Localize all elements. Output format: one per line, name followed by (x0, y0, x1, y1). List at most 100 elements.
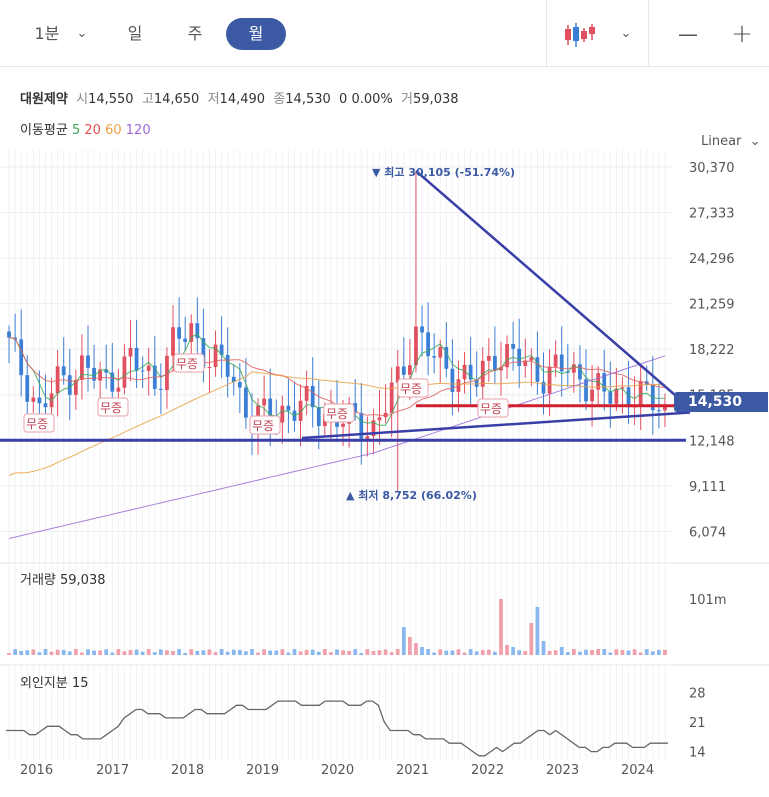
volume-bar (183, 652, 188, 655)
ma-60: 60 (105, 123, 122, 138)
chevron-down-icon: ⌄ (745, 134, 761, 149)
volume-bar (517, 650, 522, 655)
event-label: 무증 (100, 401, 122, 415)
candle-body (231, 376, 236, 383)
volume-bar (310, 649, 315, 655)
volume-bar (657, 649, 661, 655)
zoom-out-button[interactable]: — (678, 22, 698, 46)
candle-body (98, 369, 103, 381)
change-value: 0 (339, 92, 348, 107)
foreign-ownership-line (6, 700, 668, 757)
volume-bar (547, 650, 552, 655)
candle-body (25, 375, 30, 402)
candle-body (134, 347, 139, 371)
x-tick-label: 2018 (171, 763, 204, 778)
tab-day[interactable]: 일 (127, 24, 143, 43)
volume-bar (553, 650, 558, 655)
volume-bar (86, 649, 90, 655)
volume-bar (225, 651, 230, 655)
candle-body (116, 387, 121, 392)
event-label: 무증 (176, 357, 198, 371)
candle-body (225, 354, 230, 377)
volume-bar (450, 650, 455, 655)
chart-type-chevron-icon[interactable]: ⌄ (620, 26, 632, 41)
zoom-in-button[interactable]: + (731, 19, 753, 49)
volume-bar (49, 651, 54, 655)
volume-bar (231, 649, 236, 655)
volume-bar (650, 651, 655, 655)
y-tick-label: 21,259 (689, 298, 735, 313)
period-select[interactable]: 1분 (34, 24, 60, 43)
volume-bar (377, 650, 382, 655)
candlestick-icon[interactable] (564, 22, 596, 48)
volume-bar (462, 652, 467, 655)
volume-bar (140, 651, 145, 655)
resistance-trendline (415, 169, 691, 409)
event-label-box (23, 413, 55, 433)
candle-body (486, 355, 491, 361)
event-label-box (97, 397, 129, 417)
volume-bar (565, 652, 570, 655)
high-annotation: ▼ 최고 30,105 (-51.74%) (372, 165, 515, 179)
candle-body (474, 379, 479, 387)
event-label: 무증 (480, 402, 502, 416)
candle-body (584, 379, 588, 402)
ma-5: 5 (71, 123, 81, 138)
candle-body (61, 366, 66, 376)
volume-bar (438, 649, 443, 655)
volume-bar (511, 647, 516, 655)
candle-body (268, 398, 273, 421)
toolbar-divider (546, 0, 547, 66)
volume-bar (286, 652, 291, 655)
candle-body (426, 332, 430, 357)
volume-bar (359, 652, 364, 655)
volume-bar (110, 652, 115, 655)
volume-bar (420, 647, 424, 655)
volume-bar (146, 649, 151, 655)
y-tick-label: 27,333 (689, 207, 735, 222)
candle-body (110, 372, 115, 392)
volume-bar (322, 649, 327, 655)
chart-toolbar: 1분 ⌄ 일 주 월 ⌄ — + (0, 0, 769, 67)
volume-bar (158, 649, 163, 655)
event-label: 무증 (400, 382, 422, 396)
candle-body (158, 388, 163, 390)
tab-month[interactable]: 월 (226, 18, 286, 50)
candle-body (280, 405, 285, 423)
volume-label: 거 (401, 92, 414, 107)
event-label: 무증 (26, 417, 48, 431)
y-tick-label: 12,148 (689, 434, 735, 449)
event-label-box (477, 398, 509, 418)
scale-select[interactable]: Linear ⌄ (701, 134, 761, 149)
candle-body (371, 420, 376, 437)
candle-body (165, 355, 169, 390)
candle-body (432, 356, 437, 358)
volume-bar (505, 645, 509, 655)
candle-body (104, 369, 109, 373)
tab-week[interactable]: 주 (187, 24, 203, 43)
volume-bar (177, 649, 181, 655)
candle-body (438, 347, 443, 358)
event-label-box (323, 403, 355, 423)
volume-bar (189, 649, 194, 655)
volume-bar (535, 607, 540, 655)
volume-bar (590, 649, 594, 655)
candle-body (244, 387, 248, 418)
chevron-down-icon[interactable]: ⌄ (76, 26, 88, 41)
x-tick-label: 2021 (396, 763, 429, 778)
candle-body (7, 331, 11, 338)
volume-bar (499, 599, 503, 655)
volume-bar (456, 649, 461, 655)
candle-body (80, 355, 84, 380)
volume-bar (407, 637, 412, 655)
volume-bar (43, 649, 48, 655)
volume-bar (128, 649, 133, 655)
candle-body (341, 423, 345, 427)
candle-body (140, 370, 145, 372)
event-label: 무증 (252, 419, 274, 433)
change-pct: 0.00% (351, 92, 393, 107)
candle-body (19, 339, 24, 376)
candle-body (547, 366, 552, 394)
candle-body (620, 387, 625, 389)
